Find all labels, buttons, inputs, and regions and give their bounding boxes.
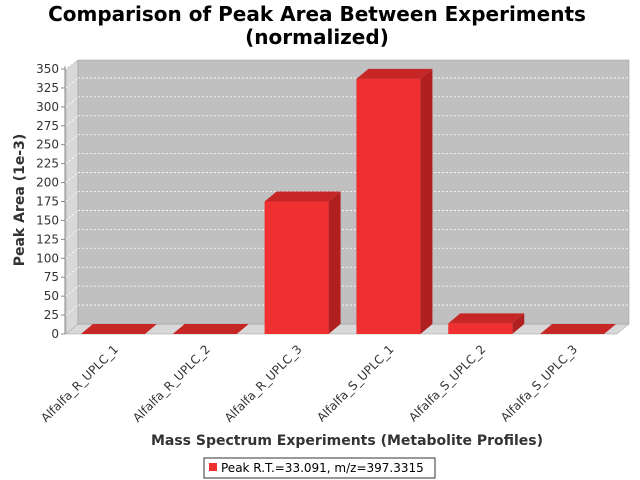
legend: Peak R.T.=33.091, m/z=397.3315 (203, 457, 436, 479)
gridline-wall (65, 115, 79, 127)
x-tick-label: Alfalfa_S_UPLC_1 (314, 342, 396, 424)
gridline-wall (65, 285, 79, 297)
bars (80, 68, 617, 334)
y-tick-label: 250 (36, 138, 59, 152)
bar-top (80, 324, 157, 334)
bar (448, 313, 525, 334)
x-tick-label: Alfalfa_R_UPLC_3 (222, 342, 305, 425)
y-tick-label: 50 (44, 289, 59, 303)
x-tick-label: Alfalfa_S_UPLC_3 (498, 342, 580, 424)
bar (264, 191, 341, 334)
x-axis: Alfalfa_R_UPLC_1 Alfalfa_R_UPLC_2 Alfalfa_… (38, 342, 580, 425)
gridline-wall (65, 210, 79, 221)
gridlines (65, 58, 629, 316)
bar (80, 324, 157, 334)
y-tick-label: 100 (36, 251, 59, 265)
y-tick-label: 300 (36, 100, 59, 114)
gridline-wall (65, 229, 79, 240)
y-tick-label: 350 (36, 62, 59, 76)
bar-top (448, 313, 525, 324)
chart-subtitle: (normalized) (245, 25, 389, 49)
bar (172, 324, 249, 334)
x-tick-label: Alfalfa_R_UPLC_1 (38, 342, 121, 425)
bar-side (420, 68, 433, 334)
bar-front (356, 78, 421, 334)
gridline-wall (65, 153, 79, 164)
gridline-wall (65, 77, 79, 89)
gridline-wall (65, 172, 79, 183)
bar-front (264, 201, 329, 334)
bar-top (540, 324, 617, 334)
legend-swatch (209, 463, 217, 471)
bar-top (356, 68, 433, 79)
y-axis: 0 25 50 75 100 125 150 175 200 225 250 275 300 325 350 (36, 62, 66, 341)
bar-top (264, 191, 341, 202)
gridline-wall (65, 266, 79, 278)
y-tick-label: 0 (51, 327, 59, 341)
gridline-wall (65, 191, 79, 202)
bar-top (172, 324, 249, 334)
y-tick-label: 200 (36, 176, 59, 190)
y-tick-label: 225 (36, 157, 59, 171)
bar-side (512, 313, 525, 334)
gridline-wall (65, 304, 79, 316)
legend-label: Peak R.T.=33.091, m/z=397.3315 (221, 461, 424, 475)
y-tick-label: 150 (36, 213, 59, 227)
x-tick-label: Alfalfa_R_UPLC_2 (130, 342, 213, 425)
bar-front (448, 323, 513, 334)
plot-area (65, 59, 630, 335)
y-tick-label: 75 (44, 270, 59, 284)
y-tick-label: 25 (44, 308, 59, 322)
legend-box (203, 457, 436, 479)
y-tick-label: 175 (36, 195, 59, 209)
plot-wall-left (65, 59, 79, 335)
plot-background (77, 59, 630, 325)
bar (540, 324, 617, 334)
y-axis-label: Peak Area (1e-3) (12, 134, 28, 267)
chart-title: Comparison of Peak Area Between Experime… (48, 2, 586, 26)
x-axis-label: Mass Spectrum Experiments (Metabolite Pr… (151, 433, 543, 449)
y-tick-label: 325 (36, 81, 59, 95)
y-tick-label: 125 (36, 232, 59, 246)
gridline-wall (65, 247, 79, 259)
bar (356, 68, 433, 334)
chart-titles: Comparison of Peak Area Between Experime… (48, 2, 586, 49)
y-tick-label: 275 (36, 119, 59, 133)
gridline-wall (65, 96, 79, 108)
bar-side (328, 191, 341, 334)
x-tick-label: Alfalfa_S_UPLC_2 (406, 342, 488, 424)
gridline-wall (65, 58, 79, 70)
gridline-wall (65, 134, 79, 146)
